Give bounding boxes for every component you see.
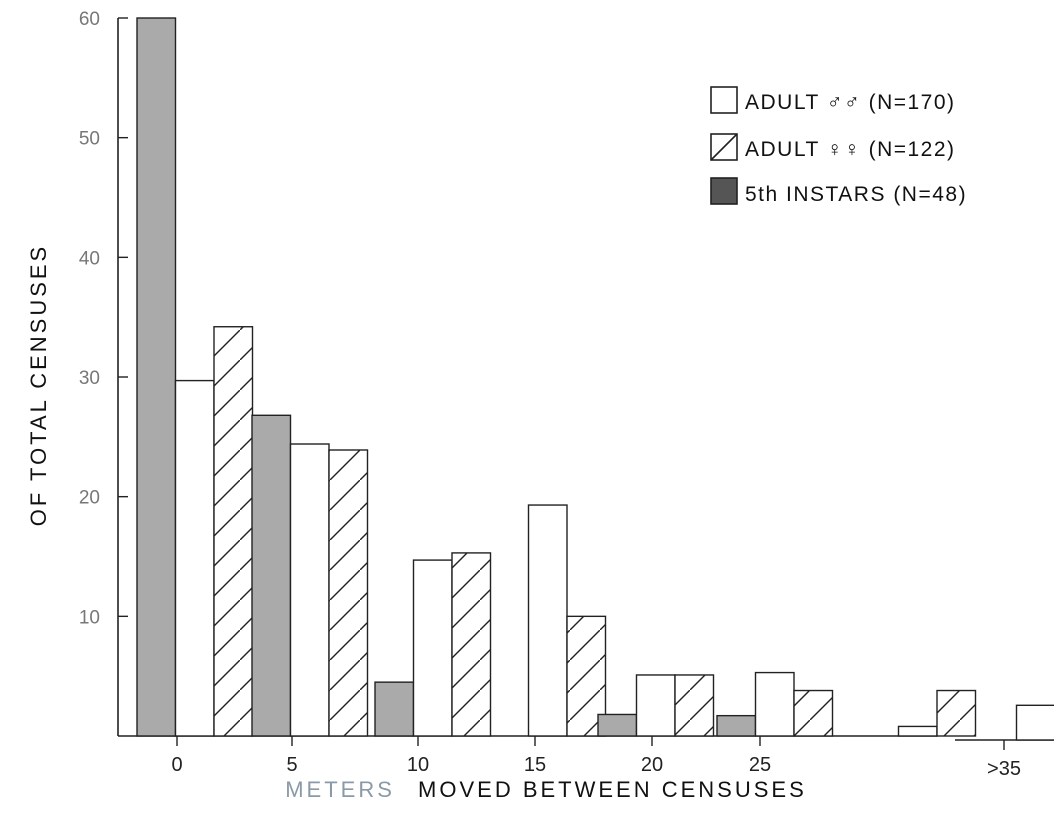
- legend-swatch-adult-males: [710, 86, 738, 114]
- y-tick-label: 30: [79, 368, 100, 389]
- bar-adult-males-2: [412, 559, 453, 737]
- x-axis-title-rest: MOVED BETWEEN CENSUSES: [418, 777, 807, 802]
- legend: ADULT ♂♂ (N=170) ADULT ♀♀ (N=122) 5th IN…: [710, 86, 967, 206]
- y-tick-label: 60: [79, 9, 100, 30]
- bar-5th-instars-4: [597, 713, 638, 737]
- bar-adult-males-4: [635, 674, 676, 737]
- legend-item-adult-females: ADULT ♀♀ (N=122): [710, 133, 956, 161]
- y-axis-title: OF TOTAL CENSUSES: [26, 244, 51, 526]
- bar-5th-instars-1: [251, 414, 292, 737]
- legend-item-adult-males: ADULT ♂♂ (N=170): [710, 86, 956, 114]
- x-tick-label: 0: [171, 754, 182, 776]
- x-tick-label: >35: [987, 758, 1021, 780]
- x-tick-label: 5: [286, 754, 297, 776]
- legend-swatch-5th-instars: [710, 177, 738, 205]
- legend-label-5th-instars: 5th INSTARS (N=48): [745, 183, 967, 206]
- y-tick-label: 50: [79, 129, 100, 150]
- bar-adult-males-6: [897, 725, 938, 737]
- x-tick-label: 10: [407, 754, 429, 776]
- y-ticks: 10 20 30 40 50 60: [79, 9, 128, 628]
- legend-label-adult-males: ADULT ♂♂ (N=170): [745, 91, 956, 114]
- bar-adult-males-1: [289, 443, 330, 737]
- bar-5th-instars-0: [136, 17, 177, 737]
- bars: [136, 17, 1054, 741]
- x-tick-label: 15: [524, 754, 546, 776]
- x-tick-label: 20: [641, 754, 663, 776]
- legend-label-adult-females: ADULT ♀♀ (N=122): [745, 138, 956, 161]
- bar-adult-males-0: [174, 379, 215, 737]
- bar-adult-males-3: [527, 504, 568, 737]
- bar-adult-males-5: [754, 671, 795, 737]
- bar-hatch-0: [214, 326, 253, 736]
- y-tick-label: 40: [79, 248, 100, 269]
- y-tick-label: 10: [79, 607, 100, 628]
- bar-hatch-4: [675, 674, 714, 736]
- bar-hatch-5: [794, 690, 833, 736]
- x-tick-label: 25: [749, 754, 771, 776]
- legend-item-5th-instars: 5th INSTARS (N=48): [710, 177, 967, 206]
- x-ticks: 0 5 10 15 20 25 >35: [171, 736, 1021, 780]
- legend-swatch-adult-females-hatch: [710, 133, 738, 161]
- bar-hatch-2: [452, 552, 491, 736]
- x-axis-title-prefix: METERS: [285, 777, 395, 802]
- bar-hatch-1: [329, 449, 368, 736]
- bar-5th-instars-2: [374, 681, 415, 737]
- bar-5th-instars-5: [716, 714, 757, 737]
- bar-adult-males-7: [1015, 704, 1054, 741]
- y-tick-label: 20: [79, 488, 100, 509]
- bar-hatch-6: [937, 690, 976, 736]
- x-axis-title: METERS MOVED BETWEEN CENSUSES: [285, 777, 807, 802]
